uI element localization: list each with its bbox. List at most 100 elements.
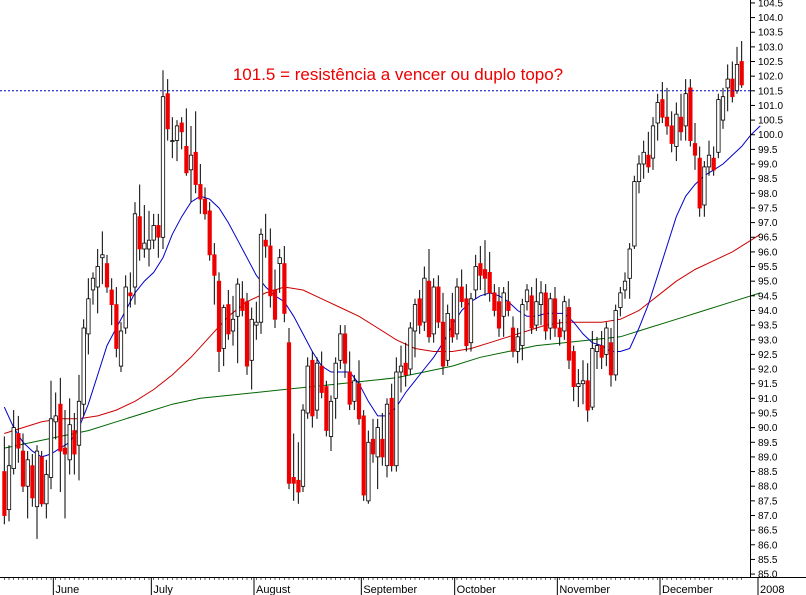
candle xyxy=(440,292,446,375)
month-label: October xyxy=(457,584,496,595)
candle xyxy=(487,251,492,302)
y-tick-label: 98.0 xyxy=(758,189,778,200)
candle xyxy=(604,322,609,367)
candle xyxy=(482,240,488,296)
candle xyxy=(454,278,460,340)
candle-body-down xyxy=(496,301,502,329)
candle-body-down xyxy=(268,245,273,297)
candle-body-down xyxy=(692,143,698,156)
y-tick-label: 85.0 xyxy=(758,570,778,581)
candle-body-up xyxy=(716,99,721,153)
y-tick-label: 86.0 xyxy=(758,540,778,551)
y-tick-label: 86.5 xyxy=(758,526,778,537)
candle-body-down xyxy=(179,122,184,133)
candle-body-up xyxy=(230,318,236,332)
candle xyxy=(160,70,166,249)
candle-body-down xyxy=(506,301,511,311)
y-tick-label: 103.0 xyxy=(758,42,783,53)
y-tick-label: 103.5 xyxy=(758,28,783,39)
candle xyxy=(324,380,329,437)
candle-body-up xyxy=(412,304,418,332)
candle xyxy=(342,325,348,378)
candle xyxy=(90,272,96,305)
candle xyxy=(44,459,49,519)
candle xyxy=(445,304,450,367)
candle xyxy=(198,164,203,214)
candle-body-down xyxy=(678,116,684,133)
candle-body-down xyxy=(114,304,119,349)
candle-body-up xyxy=(548,298,553,329)
candle xyxy=(566,298,572,370)
candle xyxy=(328,395,334,452)
y-tick-label: 93.0 xyxy=(758,335,778,346)
candle-body-down xyxy=(417,298,422,326)
candle-body-down xyxy=(347,371,352,405)
candle xyxy=(501,287,506,337)
candle-body-up xyxy=(655,102,660,124)
candle xyxy=(394,357,399,472)
candle xyxy=(431,278,436,343)
candle-body-up xyxy=(160,96,166,238)
candle xyxy=(282,246,287,323)
candle-body-down xyxy=(310,359,315,417)
candle xyxy=(618,287,623,317)
candle xyxy=(347,351,352,411)
candle xyxy=(286,328,292,490)
candle-body-down xyxy=(380,438,385,458)
candle-body-up xyxy=(81,327,86,405)
candle-body-up xyxy=(86,298,91,335)
candle-body-up xyxy=(314,362,320,411)
candle xyxy=(361,410,366,501)
candle-body-up xyxy=(683,93,688,127)
candle-body-up xyxy=(48,418,54,478)
candle xyxy=(72,412,77,475)
candle-body-down xyxy=(459,286,464,303)
candle-body-down xyxy=(646,154,651,168)
candle-body-down xyxy=(39,456,44,505)
candle-body-down xyxy=(58,403,63,452)
candle xyxy=(571,345,576,402)
candle-body-up xyxy=(384,403,390,467)
candle-body-down xyxy=(552,298,558,329)
candle-body-up xyxy=(632,181,637,247)
candle-body-up xyxy=(604,327,609,355)
candle-body-up xyxy=(118,330,124,367)
candle-body-down xyxy=(216,280,222,352)
candle xyxy=(468,292,474,352)
candle-body-down xyxy=(664,116,670,127)
candle-body-down xyxy=(697,157,702,209)
candle xyxy=(165,79,170,141)
candle-body-down xyxy=(342,333,348,364)
candle xyxy=(114,287,119,358)
y-tick-label: 101.5 xyxy=(758,86,783,97)
candle xyxy=(664,87,670,135)
candle-body-up xyxy=(627,248,632,279)
candle-body-up xyxy=(142,242,147,250)
candle-body-up xyxy=(174,125,180,141)
y-tick-label: 88.0 xyxy=(758,482,778,493)
candle-body-down xyxy=(585,380,590,411)
candle xyxy=(123,275,128,334)
y-tick-label: 104.0 xyxy=(758,13,783,24)
candle-body-up xyxy=(53,415,58,423)
y-tick-label: 91.0 xyxy=(758,394,778,405)
candle-body-up xyxy=(725,78,730,89)
candle xyxy=(669,111,674,153)
candle-body-down xyxy=(566,307,572,361)
candle-body-up xyxy=(445,312,450,361)
candle xyxy=(576,369,581,408)
y-tick-label: 96.5 xyxy=(758,233,778,244)
candle xyxy=(622,272,628,299)
candle xyxy=(408,322,413,375)
candle xyxy=(524,284,530,311)
candle xyxy=(473,254,478,299)
candle-body-up xyxy=(100,254,105,259)
candle-body-down xyxy=(184,145,189,174)
candle xyxy=(562,295,567,340)
candle-body-up xyxy=(576,383,581,388)
candle xyxy=(109,278,114,326)
candle xyxy=(132,202,138,305)
candle xyxy=(389,383,394,472)
candle xyxy=(697,146,702,217)
